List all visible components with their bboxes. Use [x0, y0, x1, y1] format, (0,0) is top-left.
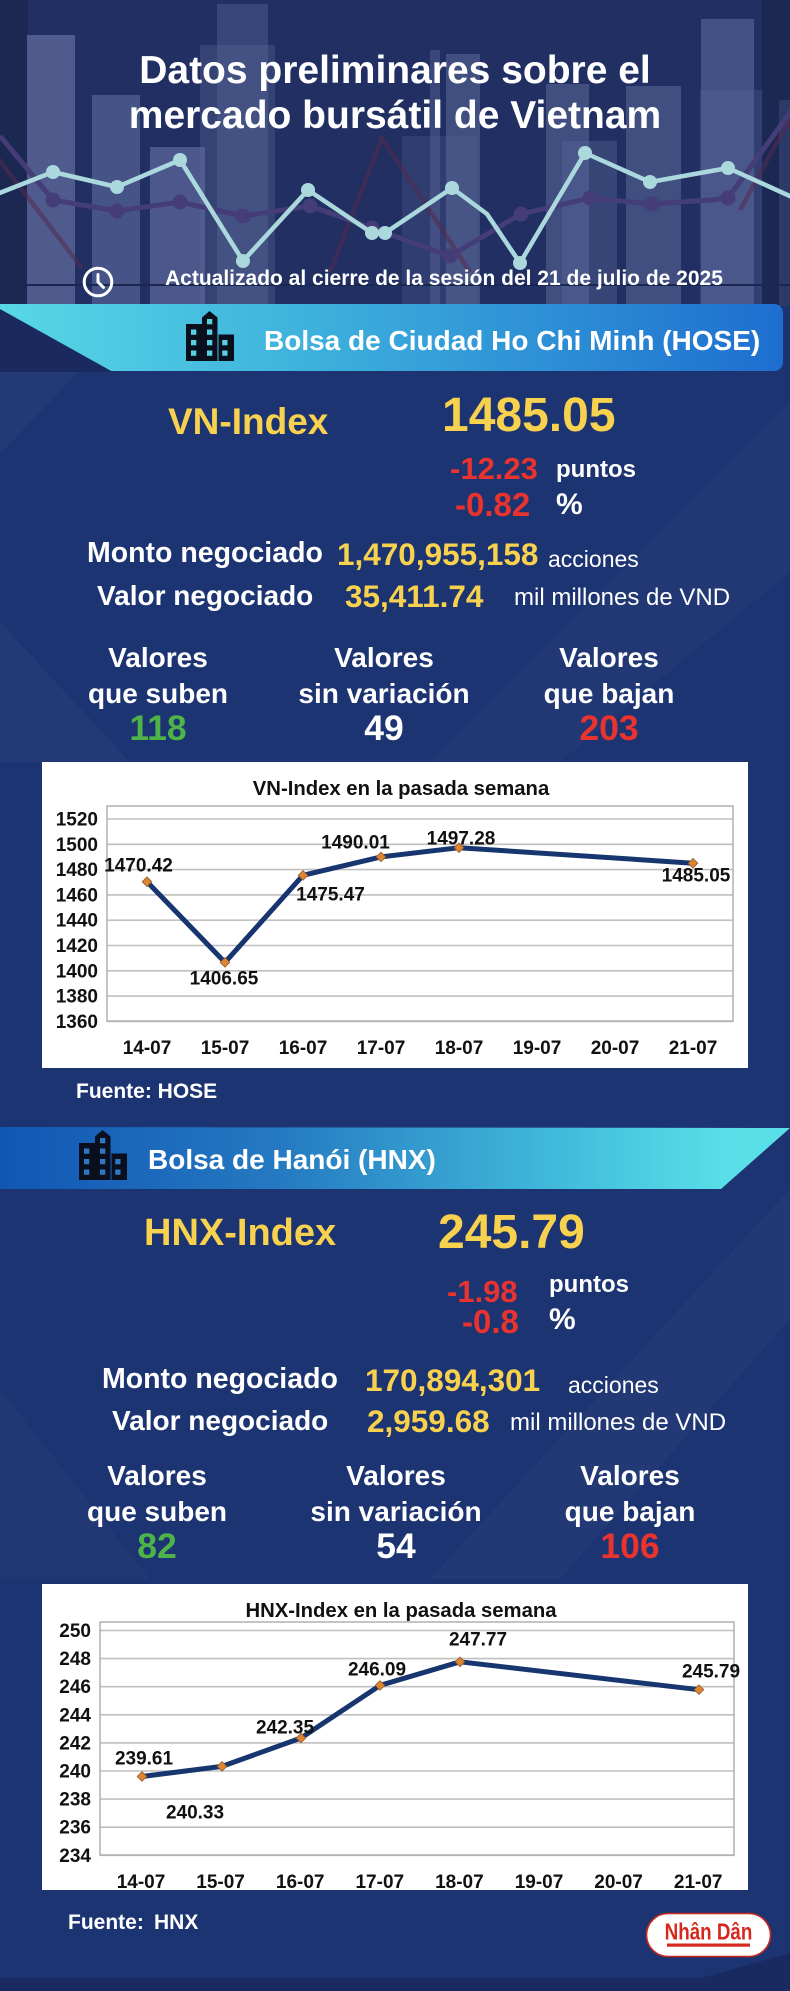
- svg-text:240.33: 240.33: [166, 1803, 224, 1824]
- svg-text:1440: 1440: [56, 911, 98, 932]
- svg-text:1485.05: 1485.05: [662, 866, 731, 887]
- svg-text:15-07: 15-07: [196, 1872, 245, 1890]
- svg-text:Nhân Dân: Nhân Dân: [665, 1919, 753, 1946]
- svg-text:1480: 1480: [56, 860, 98, 881]
- svg-text:1420: 1420: [56, 936, 98, 957]
- svg-text:19-07: 19-07: [515, 1872, 564, 1890]
- svg-text:15-07: 15-07: [201, 1038, 250, 1059]
- svg-text:240: 240: [59, 1762, 91, 1783]
- svg-text:1497.28: 1497.28: [427, 829, 496, 850]
- svg-text:1470.42: 1470.42: [104, 856, 173, 877]
- svg-text:1500: 1500: [56, 835, 98, 856]
- svg-text:20-07: 20-07: [594, 1872, 643, 1890]
- svg-text:1360: 1360: [56, 1012, 98, 1033]
- svg-text:1475.47: 1475.47: [296, 885, 365, 906]
- svg-text:20-07: 20-07: [591, 1038, 640, 1059]
- svg-text:18-07: 18-07: [435, 1872, 484, 1890]
- svg-text:14-07: 14-07: [117, 1872, 166, 1890]
- svg-text:1460: 1460: [56, 885, 98, 906]
- svg-text:VN-Index en la pasada semana: VN-Index en la pasada semana: [253, 778, 550, 800]
- svg-text:16-07: 16-07: [279, 1038, 328, 1059]
- svg-text:236: 236: [59, 1818, 91, 1839]
- svg-text:247.77: 247.77: [449, 1630, 507, 1651]
- svg-text:248: 248: [59, 1649, 91, 1670]
- svg-text:14-07: 14-07: [123, 1038, 172, 1059]
- svg-text:244: 244: [59, 1705, 91, 1726]
- svg-text:242.35: 242.35: [256, 1718, 315, 1739]
- svg-text:16-07: 16-07: [276, 1872, 325, 1890]
- svg-text:1400: 1400: [56, 961, 98, 982]
- svg-text:250: 250: [59, 1621, 91, 1642]
- svg-text:18-07: 18-07: [435, 1038, 484, 1059]
- svg-text:1380: 1380: [56, 987, 98, 1008]
- svg-text:245.79: 245.79: [682, 1662, 740, 1683]
- svg-text:17-07: 17-07: [355, 1872, 404, 1890]
- svg-text:246.09: 246.09: [348, 1660, 406, 1681]
- svg-text:239.61: 239.61: [115, 1749, 174, 1770]
- svg-text:21-07: 21-07: [674, 1872, 723, 1890]
- svg-text:21-07: 21-07: [669, 1038, 718, 1059]
- svg-text:246: 246: [59, 1677, 91, 1698]
- svg-text:242: 242: [59, 1733, 91, 1754]
- svg-text:238: 238: [59, 1790, 91, 1811]
- svg-text:HNX-Index en la pasada semana: HNX-Index en la pasada semana: [245, 1600, 557, 1622]
- svg-text:1406.65: 1406.65: [190, 969, 259, 990]
- svg-text:17-07: 17-07: [357, 1038, 406, 1059]
- svg-text:19-07: 19-07: [513, 1038, 562, 1059]
- svg-text:234: 234: [59, 1846, 91, 1867]
- svg-text:1490.01: 1490.01: [321, 833, 390, 854]
- svg-text:1520: 1520: [56, 810, 98, 831]
